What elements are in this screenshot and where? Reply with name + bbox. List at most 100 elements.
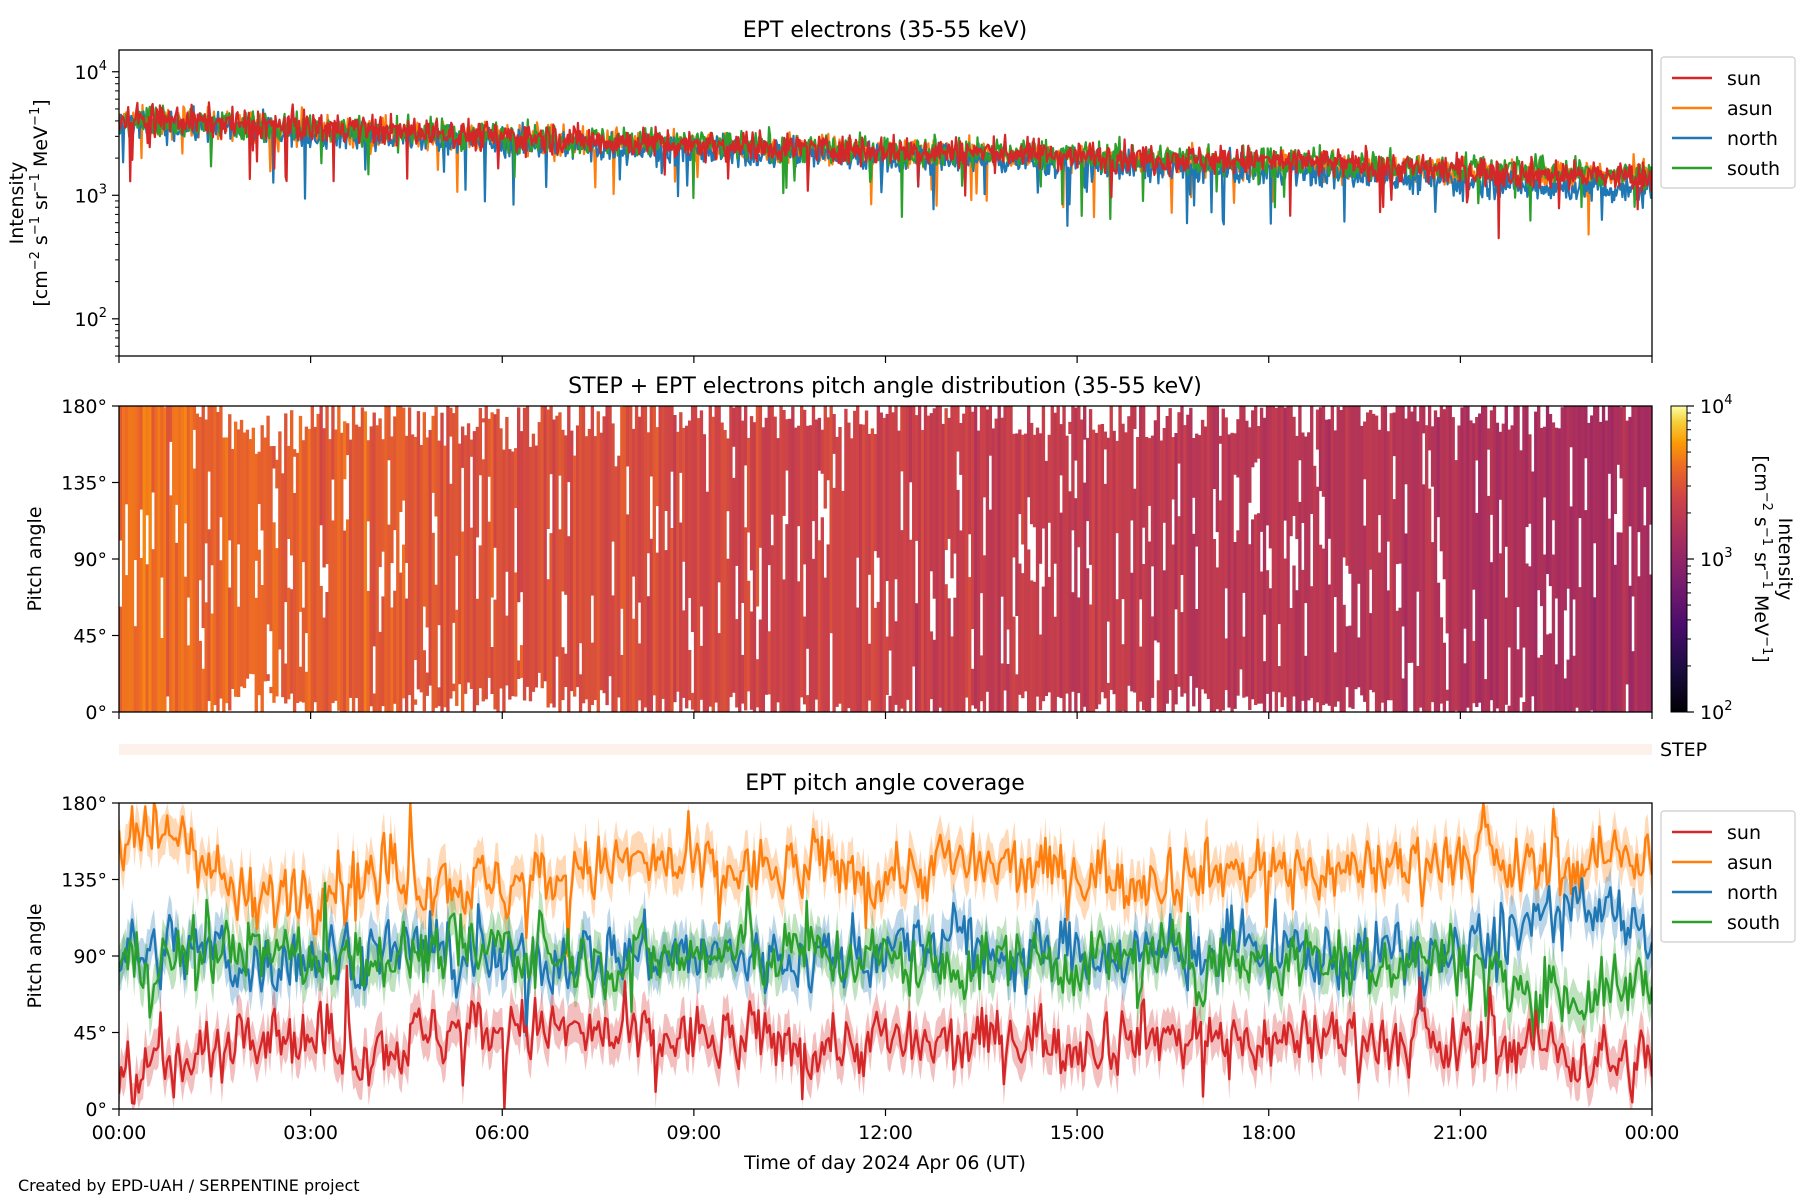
heatmap-cell [177, 406, 182, 712]
heatmap-cell [1088, 409, 1093, 565]
heatmap-cell [390, 436, 394, 564]
heatmap-cell [121, 406, 126, 712]
heatmap-cell [1283, 407, 1287, 521]
heatmap-cell [1492, 406, 1497, 712]
heatmap-cell [797, 581, 801, 712]
heatmap-cell [593, 436, 597, 700]
heatmap-cell [363, 411, 368, 712]
heatmap-cell [687, 420, 692, 598]
heatmap-cell [679, 412, 683, 473]
heatmap-cell [531, 433, 536, 692]
heatmap-cell [959, 530, 963, 712]
heatmap-cell [1640, 406, 1644, 712]
panel-pitch-angle-coverage: EPT pitch angle coverage 0° 45° 90° 135° 180… [24, 771, 1796, 1174]
heatmap-cell [956, 489, 960, 712]
heatmap-cell [475, 426, 480, 538]
heatmap-cell [1333, 652, 1337, 707]
heatmap-cell [920, 430, 925, 712]
heatmap-cell [248, 439, 253, 674]
heatmap-cell [749, 416, 754, 571]
heatmap-cell [876, 406, 881, 558]
heatmap-cell [717, 633, 721, 712]
legend-label-sun: sun [1727, 822, 1761, 844]
heatmap-cell [735, 619, 739, 708]
heatmap-cell [1342, 406, 1346, 558]
heatmap-cell [1159, 440, 1164, 712]
heatmap-cell [514, 448, 518, 509]
heatmap-cell [1525, 406, 1529, 528]
heatmap-cell [1289, 406, 1293, 537]
heatmap-cell [1280, 406, 1284, 707]
heatmap-cell [1130, 572, 1134, 692]
heatmap-cell [1348, 406, 1352, 574]
heatmap-cell [1454, 460, 1458, 711]
heatmap-cell [1195, 609, 1199, 688]
heatmap-cell [1628, 416, 1632, 527]
panel3-y-ticks: 0° 45° 90° 135° 180° [61, 793, 119, 1121]
heatmap-cell [1100, 424, 1105, 693]
heatmap-cell [985, 409, 990, 692]
heatmap-cell [1634, 406, 1638, 712]
heatmap-cell [198, 416, 202, 581]
heatmap-cell [735, 406, 739, 566]
heatmap-cell [564, 653, 568, 687]
heatmap-cell [1218, 500, 1222, 712]
heatmap-cell [316, 413, 320, 712]
heatmap-cell [289, 589, 294, 694]
heatmap-cell [1513, 406, 1517, 712]
heatmap-cell [912, 406, 916, 667]
heatmap-cell [797, 425, 801, 527]
heatmap-cell [263, 437, 267, 682]
heatmap-cell [823, 577, 827, 712]
heatmap-cell [1304, 436, 1308, 604]
heatmap-cell [487, 521, 491, 678]
heatmap-cell [785, 419, 789, 471]
heatmap-cell [906, 406, 910, 700]
heatmap-cell [1215, 567, 1220, 710]
heatmap-cell [295, 452, 300, 703]
heatmap-cell [437, 687, 441, 707]
heatmap-cell [160, 406, 164, 578]
heatmap-cell [1398, 406, 1402, 564]
heatmap-cell [396, 406, 400, 712]
heatmap-cell [770, 545, 774, 712]
heatmap-cell [1324, 419, 1329, 704]
heatmap-cell [540, 406, 544, 689]
heatmap-cell [213, 406, 217, 706]
heatmap-cell [876, 601, 881, 712]
heatmap-cell [157, 406, 161, 712]
heatmap-cell [1212, 406, 1217, 489]
heatmap-cell [788, 418, 792, 712]
heatmap-cell [658, 406, 662, 712]
heatmap-cell [699, 645, 704, 700]
heatmap-cell [310, 406, 314, 712]
heatmap-cell [1259, 407, 1264, 532]
panel1-y-ticks: 102 103 104 [75, 59, 119, 357]
heatmap-cell [1498, 431, 1503, 500]
heatmap-cell [1074, 407, 1078, 461]
heatmap-cell [1593, 597, 1597, 712]
heatmap-cell [1563, 406, 1567, 611]
heatmap-cell [614, 466, 618, 712]
heatmap-cell [505, 615, 509, 686]
heatmap-cell [1144, 437, 1149, 712]
heatmap-cell [1528, 434, 1532, 524]
heatmap-cell [1059, 424, 1063, 476]
heatmap-cell [894, 406, 898, 580]
heatmap-cell [169, 406, 173, 442]
panel-step-strip: STEP [119, 739, 1707, 761]
heatmap-cell [1085, 568, 1090, 712]
heatmap-cell [225, 437, 229, 704]
heatmap-cell [882, 417, 886, 712]
heatmap-cell [166, 406, 170, 697]
panel1-x-ticks [118, 356, 1653, 363]
heatmap-cell [947, 598, 951, 712]
panel1-ylabel: Intensity [cm−2 s−1 sr−1 MeV−1] [6, 99, 52, 306]
heatmap-cell [903, 406, 907, 712]
series-sun-line [119, 101, 1652, 240]
heatmap-cell [649, 406, 653, 477]
heatmap-cell [287, 587, 291, 700]
heatmap-cell [578, 406, 583, 644]
heatmap-cell [1616, 532, 1620, 712]
heatmap-cell [1041, 406, 1046, 529]
